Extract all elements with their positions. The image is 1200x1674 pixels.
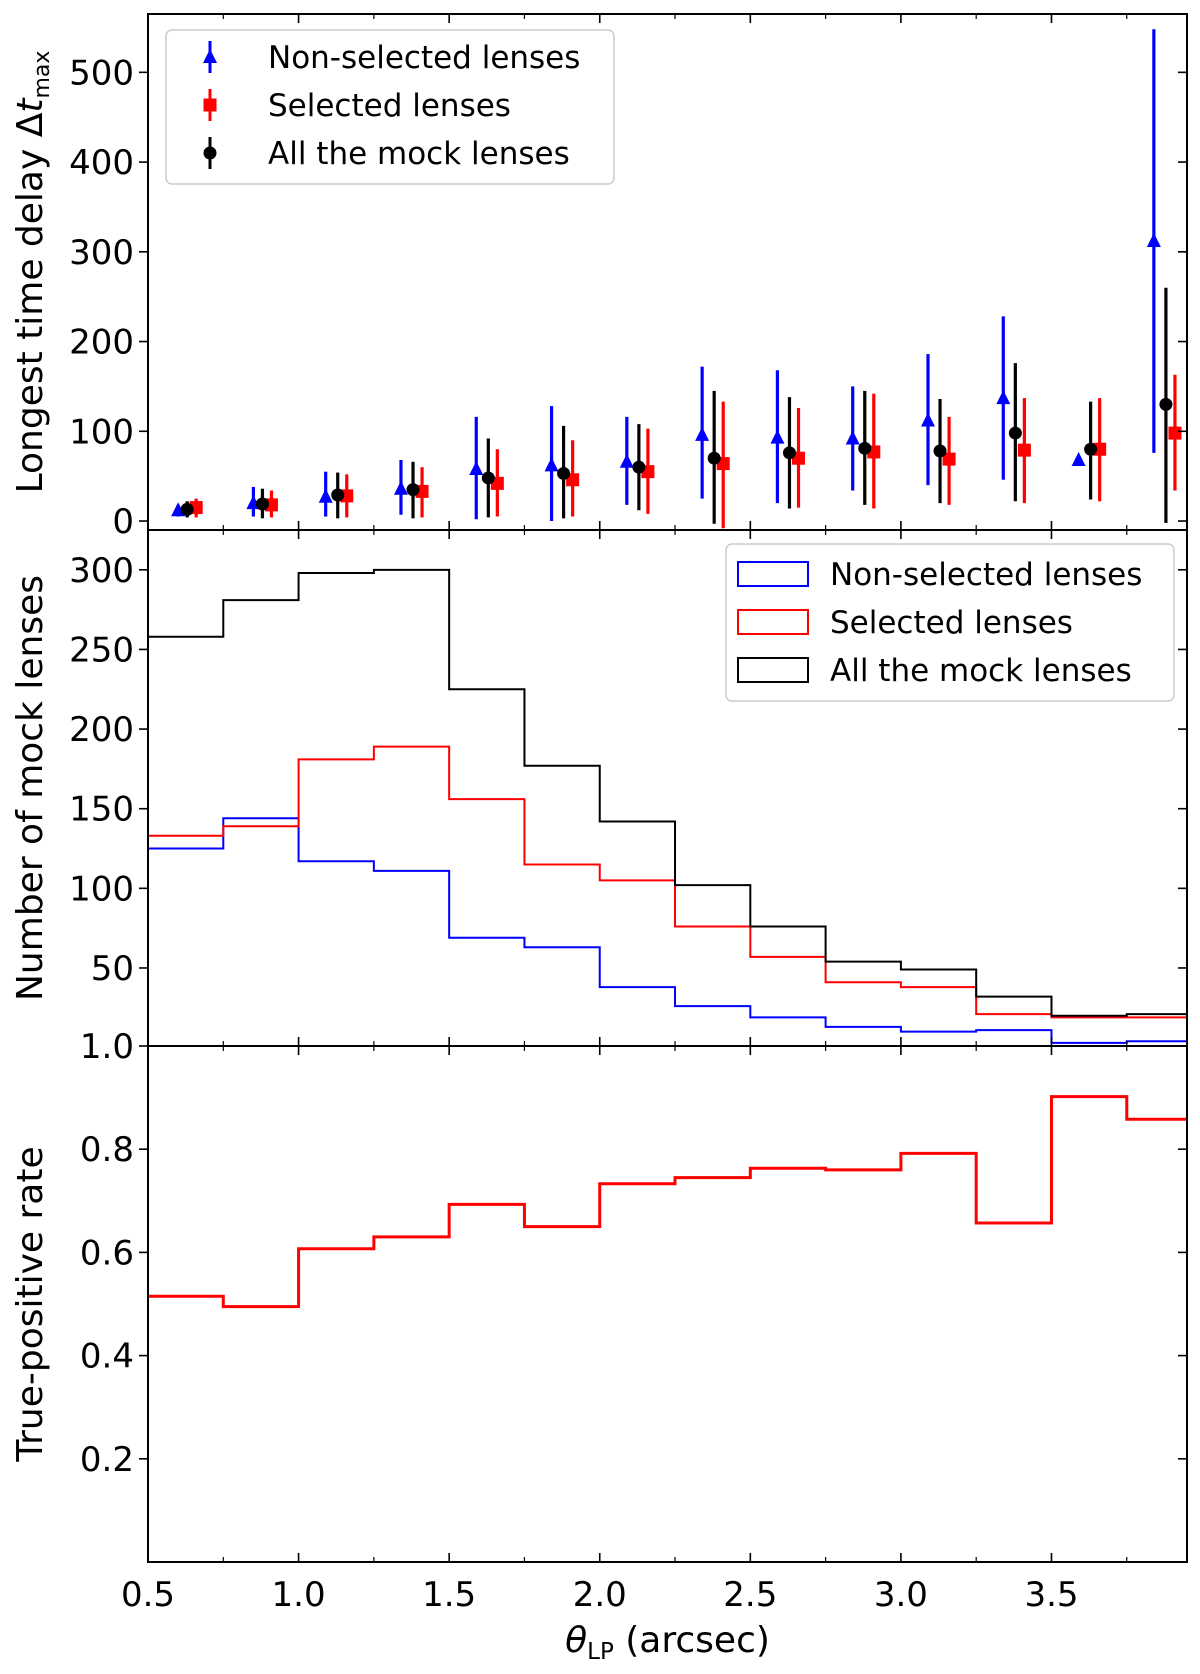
xtick-label: 0.5: [121, 1575, 175, 1615]
top-ytick-label: 300: [69, 233, 134, 273]
top-series-1: [189, 374, 1182, 529]
top-ytick-label: 100: [69, 412, 134, 452]
top-point: [406, 483, 420, 497]
top-point: [481, 471, 495, 485]
top-point: [1071, 452, 1086, 467]
bottom-plot-area: [148, 1095, 1187, 1309]
top-point: [180, 502, 194, 516]
bottom-frame: [147, 1045, 1188, 1563]
top-point: [921, 412, 936, 427]
top-point: [996, 390, 1011, 405]
top-point: [632, 460, 646, 474]
middle-step-series-0: [148, 817, 1187, 1046]
top-ytick-label: 0: [112, 502, 134, 542]
xtick-label: 3.5: [1024, 1575, 1078, 1615]
top-legend-marker: [203, 98, 217, 112]
middle-ytick-label: 150: [69, 790, 134, 830]
top-point: [1084, 442, 1098, 456]
top-point: [1093, 442, 1107, 456]
top-legend-label: Non-selected lenses: [268, 40, 580, 76]
bottom-ylabel: True-positive rate: [10, 1146, 51, 1462]
bottom-ytick-label: 0.4: [80, 1337, 134, 1377]
middle-legend-label: Non-selected lenses: [830, 557, 1142, 593]
middle-legend-swatch: [737, 657, 809, 683]
top-point: [469, 460, 484, 475]
top-point: [845, 430, 860, 445]
top-point: [255, 497, 269, 511]
top-point: [619, 453, 634, 468]
top-ytick-label: 500: [69, 53, 134, 93]
bottom-ytick-label: 0.2: [80, 1440, 134, 1480]
top-point: [1146, 233, 1161, 248]
middle-legend-swatch: [737, 561, 809, 587]
xtick-label: 2.0: [573, 1575, 627, 1615]
top-point: [1168, 426, 1182, 440]
middle-ytick-label: 50: [91, 949, 134, 989]
bottom-ytick-label: 0.6: [80, 1233, 134, 1273]
top-point: [566, 473, 580, 487]
top-point: [393, 480, 408, 495]
middle-step-series-2: [148, 568, 1187, 1046]
top-point: [933, 444, 947, 458]
top-point: [318, 488, 333, 503]
xtick-label: 1.5: [422, 1575, 476, 1615]
top-point: [770, 429, 785, 444]
top-point: [557, 466, 571, 480]
top-point: [695, 426, 710, 441]
top-point: [331, 488, 345, 502]
middle-legend-label: Selected lenses: [830, 605, 1073, 641]
xtick-label: 2.5: [723, 1575, 777, 1615]
top-ytick-label: 200: [69, 323, 134, 363]
top-point: [1017, 443, 1031, 457]
bottom-step-series: [148, 1095, 1187, 1309]
top-point: [1159, 397, 1173, 411]
top-legend-label: All the mock lenses: [268, 136, 570, 172]
middle-ytick-label: 300: [69, 551, 134, 591]
middle-legend: [725, 543, 1175, 702]
top-series-2: [180, 287, 1173, 524]
middle-step-series-1: [148, 745, 1187, 1046]
bottom-ytick-label: 0.8: [80, 1130, 134, 1170]
top-point: [1008, 426, 1022, 440]
middle-ylabel: Number of mock lenses: [10, 575, 51, 1001]
xtick-label: 3.0: [874, 1575, 928, 1615]
top-point: [782, 446, 796, 460]
top-series-0: [171, 29, 1161, 522]
middle-ytick-label: 100: [69, 869, 134, 909]
top-legend: [165, 29, 615, 185]
xtick-label: 1.0: [272, 1575, 326, 1615]
top-ytick-label: 400: [69, 143, 134, 183]
top-point: [942, 452, 956, 466]
middle-legend-swatch: [737, 609, 809, 635]
middle-plot-area: [148, 568, 1187, 1046]
top-legend-marker: [203, 49, 217, 63]
top-point: [544, 457, 559, 472]
middle-ytick-label: 250: [69, 630, 134, 670]
xlabel: θLP (arcsec): [565, 1620, 770, 1665]
middle-ytick-label: 200: [69, 710, 134, 750]
middle-legend-label: All the mock lenses: [830, 653, 1132, 689]
top-point: [858, 441, 872, 455]
top-ylabel: Longest time delay Δtmax: [10, 51, 55, 494]
top-legend-label: Selected lenses: [268, 88, 511, 124]
top-legend-marker: [203, 146, 217, 160]
top-point: [707, 451, 721, 465]
top-plot-area: [171, 29, 1182, 529]
bottom-ytick-label: 1.0: [80, 1027, 134, 1067]
